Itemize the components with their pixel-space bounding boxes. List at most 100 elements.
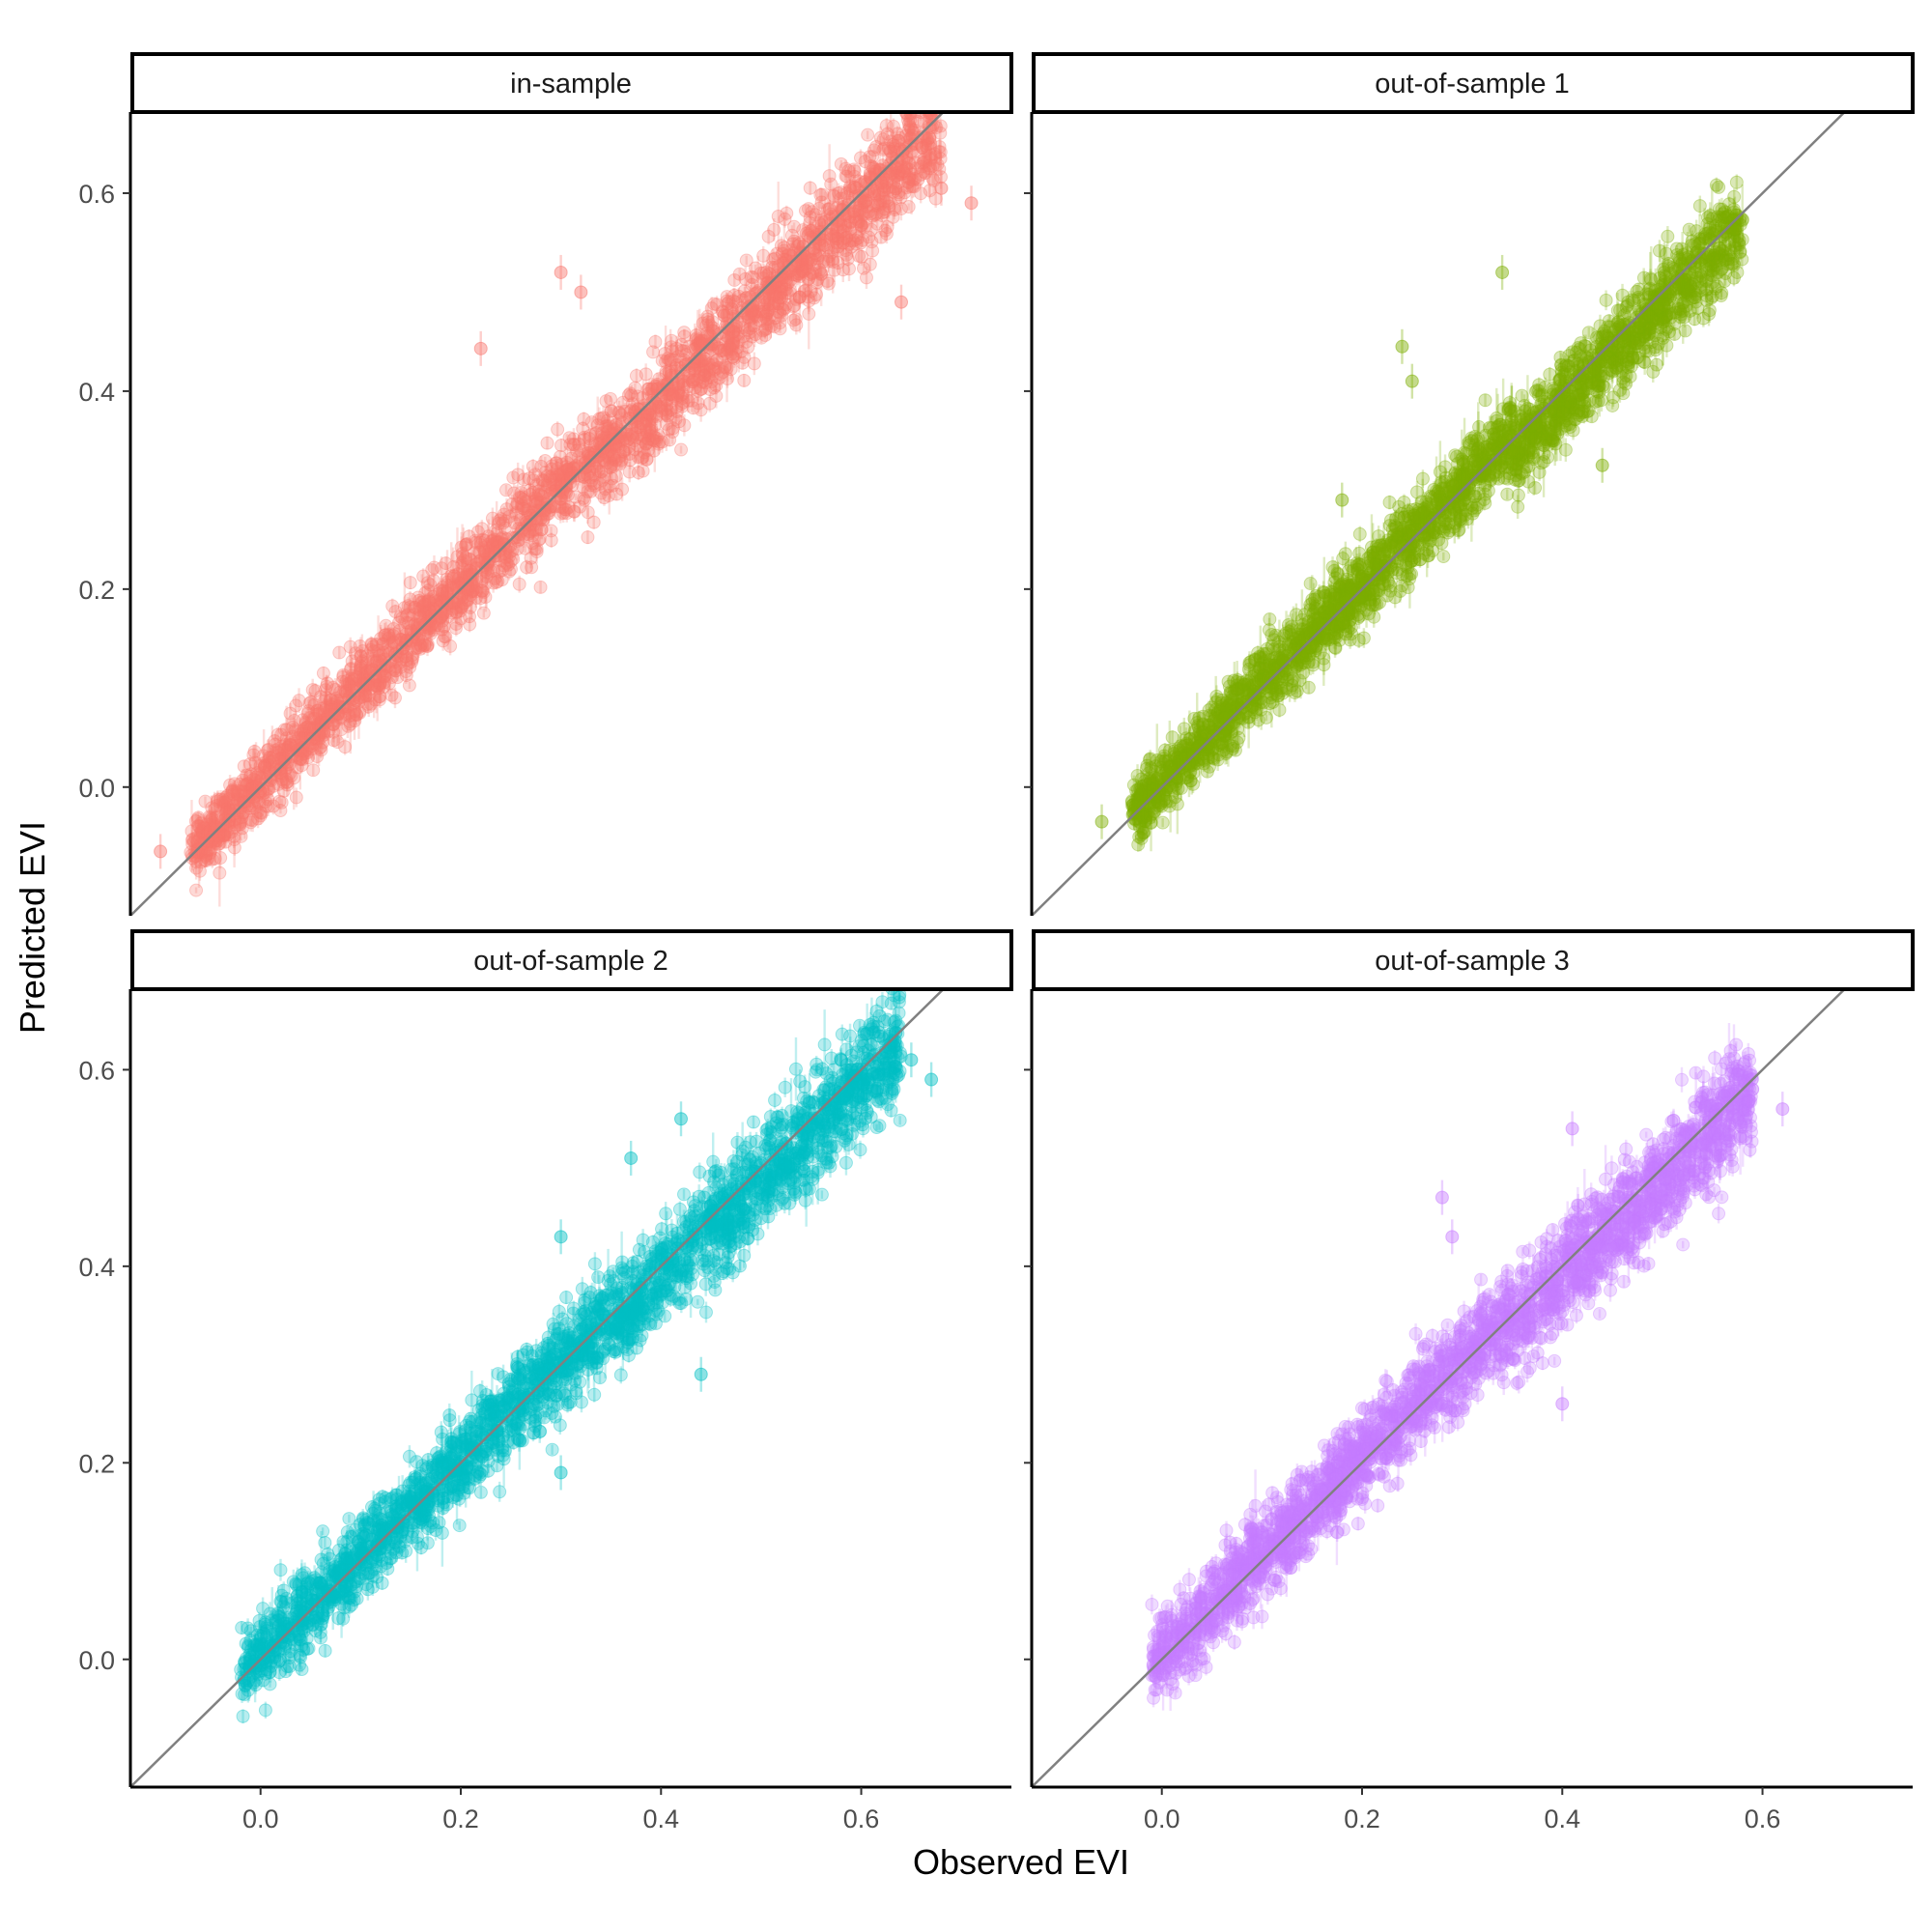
data-point — [344, 671, 358, 686]
data-point — [630, 412, 644, 426]
data-point — [522, 502, 536, 517]
data-point — [648, 434, 663, 448]
data-point — [344, 674, 358, 689]
data-point — [221, 814, 236, 829]
data-point — [208, 810, 222, 825]
data-point — [312, 720, 327, 734]
data-point — [696, 362, 711, 377]
data-point — [668, 381, 683, 395]
data-point — [283, 735, 298, 750]
data-point — [621, 388, 636, 403]
data-point — [309, 707, 324, 722]
data-point — [927, 147, 942, 161]
data-point — [613, 448, 628, 463]
data-point — [732, 315, 747, 329]
data-point — [665, 386, 679, 401]
data-point — [317, 713, 331, 727]
data-point — [440, 585, 454, 600]
data-point — [294, 752, 308, 766]
data-point — [213, 822, 228, 837]
data-point — [894, 159, 908, 174]
data-point — [759, 322, 774, 336]
data-point — [838, 243, 853, 258]
data-point — [451, 567, 466, 582]
data-point — [387, 662, 402, 676]
data-point — [785, 237, 800, 251]
data-point — [779, 273, 793, 288]
data-point — [749, 304, 763, 319]
data-point — [514, 485, 528, 499]
data-point — [406, 641, 420, 656]
data-point — [486, 536, 500, 551]
data-point — [391, 615, 406, 630]
data-point — [813, 265, 828, 279]
data-point — [745, 310, 759, 325]
data-point — [396, 641, 411, 656]
data-point — [770, 246, 784, 261]
data-point — [756, 286, 771, 300]
data-point — [436, 613, 450, 628]
data-point — [832, 186, 846, 201]
data-point — [227, 777, 242, 791]
data-point — [904, 167, 919, 182]
data-point — [592, 412, 607, 426]
data-point — [919, 166, 933, 181]
data-point — [460, 567, 474, 582]
data-point — [188, 814, 203, 829]
data-point — [497, 507, 511, 522]
data-point — [501, 557, 516, 572]
data-point — [651, 395, 666, 410]
data-point — [831, 243, 845, 258]
data-point — [731, 327, 746, 342]
data-point — [251, 795, 266, 810]
data-point — [344, 661, 358, 675]
data-point — [638, 430, 652, 444]
data-point — [275, 754, 290, 769]
data-point — [436, 634, 450, 648]
data-point — [298, 745, 312, 759]
data-point — [360, 656, 375, 670]
data-point — [326, 717, 340, 731]
data-point — [641, 432, 656, 446]
data-point — [831, 230, 845, 244]
data-point — [540, 436, 554, 450]
data-point — [707, 297, 722, 311]
data-point — [314, 690, 328, 704]
data-point — [294, 730, 308, 745]
data-point — [811, 248, 826, 263]
data-point — [650, 391, 665, 406]
data-point — [809, 248, 823, 263]
data-point — [743, 298, 757, 313]
data-point — [854, 214, 868, 229]
data-point — [899, 181, 914, 195]
data-point — [622, 465, 637, 479]
data-point — [717, 308, 731, 323]
data-point — [489, 524, 503, 538]
data-point — [693, 361, 707, 376]
data-point — [451, 571, 466, 585]
data-point — [209, 836, 223, 850]
data-point — [462, 610, 476, 624]
data-point — [560, 462, 575, 476]
data-point — [771, 287, 785, 301]
data-point — [933, 126, 948, 140]
data-point — [867, 143, 881, 157]
data-point — [365, 638, 380, 652]
data-point — [744, 305, 758, 320]
data-point — [333, 723, 348, 737]
data-point — [502, 509, 517, 524]
data-point — [385, 599, 400, 613]
data-point — [737, 373, 752, 387]
data-point — [929, 121, 944, 135]
data-point — [699, 318, 714, 332]
data-point — [607, 452, 621, 467]
data-point — [390, 649, 405, 664]
data-point — [711, 341, 725, 355]
data-point — [422, 604, 437, 618]
data-point — [794, 254, 809, 269]
data-point — [354, 649, 368, 664]
data-point — [567, 438, 582, 452]
data-point — [674, 442, 689, 457]
data-point — [624, 388, 639, 403]
data-point — [740, 323, 754, 337]
